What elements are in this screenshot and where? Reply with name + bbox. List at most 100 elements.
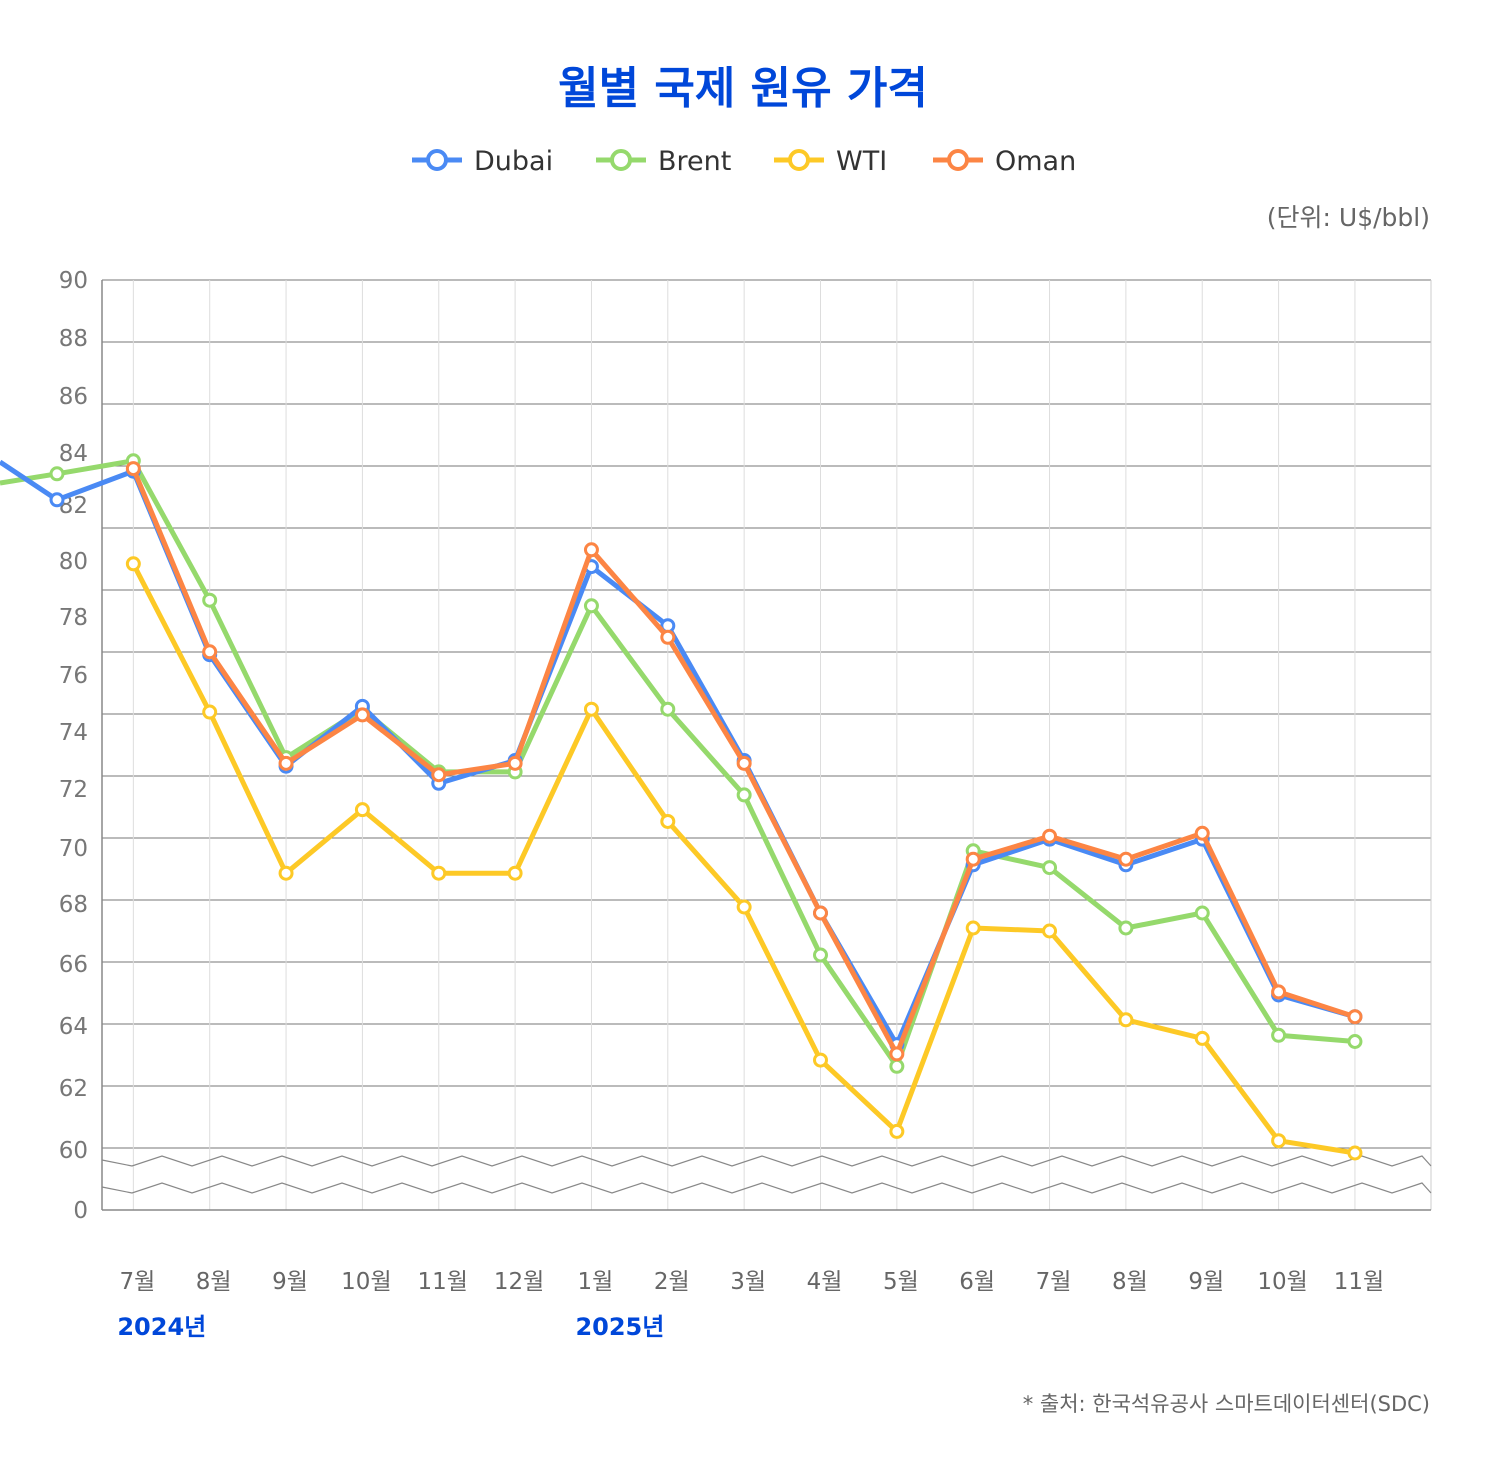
legend-marker [947, 149, 969, 171]
data-point [1194, 905, 1210, 921]
data-point [202, 644, 218, 660]
data-point [125, 556, 141, 572]
data-point [431, 865, 447, 881]
y-tick-label: 70 [59, 836, 88, 862]
legend-item-brent: Brent [596, 146, 731, 177]
data-point [1118, 1012, 1134, 1028]
data-point [1347, 1034, 1363, 1049]
x-tick-label: 1월 [578, 1269, 614, 1295]
x-tick-label: 9월 [1188, 1269, 1224, 1295]
data-point [49, 466, 65, 482]
data-point [813, 905, 828, 921]
data-point [1194, 1030, 1210, 1046]
y-tick-label: 72 [59, 777, 88, 803]
data-point [736, 755, 752, 771]
x-tick-label: 5월 [883, 1269, 919, 1295]
x-tick-label: 11월 [1334, 1269, 1384, 1295]
y-tick-label: 88 [59, 326, 88, 352]
y-tick-label: 62 [59, 1076, 88, 1102]
series-wti [125, 556, 1363, 1161]
y-tick-label: 76 [59, 663, 88, 689]
x-tick-label: 10월 [1257, 1269, 1307, 1295]
data-point [354, 802, 370, 818]
y-tick-label: 68 [59, 892, 88, 918]
axis-break-zigzag [101, 1182, 1432, 1194]
legend-label: WTI [836, 146, 887, 177]
data-point [813, 947, 828, 963]
y-tick-label: 84 [59, 441, 88, 467]
data-point [583, 542, 599, 558]
data-point [1347, 1009, 1363, 1025]
y-tick-label: 60 [59, 1138, 88, 1164]
data-point [813, 1052, 828, 1068]
data-point [736, 899, 752, 915]
series-lines [0, 453, 1363, 1161]
x-tick-label: 8월 [196, 1269, 232, 1295]
legend-label: Oman [995, 146, 1076, 177]
legend-item-oman: Oman [933, 146, 1076, 177]
series-oman [125, 461, 1363, 1062]
data-point [202, 704, 218, 720]
x-tick-label: 2월 [654, 1269, 690, 1295]
y-tick-label: 64 [59, 1014, 88, 1040]
legend-marker [788, 149, 810, 171]
data-point [125, 461, 141, 477]
data-point [431, 767, 447, 783]
source-note: * 출처: 한국석유공사 스마트데이터센터(SDC) [1023, 1392, 1430, 1416]
y-tick-label: 0 [73, 1198, 88, 1224]
year-label: 2024년 [117, 1313, 206, 1341]
y-tick-label: 90 [59, 268, 88, 294]
x-tick-label: 6월 [959, 1269, 995, 1295]
data-point [1347, 1145, 1363, 1161]
series-line [0, 459, 1356, 1048]
data-point [507, 865, 523, 881]
legend-label: Brent [658, 146, 731, 177]
data-point [1042, 860, 1058, 876]
data-point [1271, 1133, 1287, 1149]
legend-marker [610, 149, 632, 171]
y-tick-label: 66 [59, 952, 88, 978]
unit-label: (단위: U$/bbl) [1267, 203, 1430, 232]
data-point [1118, 851, 1134, 867]
data-point [660, 701, 676, 717]
legend-item-dubai: Dubai [412, 146, 553, 177]
data-point [278, 865, 294, 881]
data-point [736, 787, 752, 803]
data-point [1042, 923, 1058, 939]
x-tick-label: 9월 [272, 1269, 308, 1295]
year-label: 2025년 [575, 1313, 664, 1341]
data-point [49, 492, 65, 508]
legend-label: Dubai [474, 146, 553, 177]
x-axis-ticks: 7월 8월 9월 10월 11월 12월 1월 2월 3월 4월 5월 6월 7월 8월 9월 10월 11월 2… [117, 1269, 1384, 1341]
axis-break-zigzag [101, 1155, 1432, 1167]
y-tick-label: 74 [59, 720, 88, 746]
x-tick-label: 10월 [341, 1269, 391, 1295]
y-tick-label: 78 [59, 605, 88, 631]
data-point [1194, 825, 1210, 841]
y-tick-label: 80 [59, 549, 88, 575]
x-tick-label: 8월 [1112, 1269, 1148, 1295]
x-tick-label: 4월 [807, 1269, 843, 1295]
data-point [202, 592, 218, 608]
y-tick-label: 86 [59, 384, 88, 410]
data-point [583, 598, 599, 614]
x-tick-label: 3월 [730, 1269, 766, 1295]
data-point [583, 701, 599, 717]
data-point [507, 755, 523, 771]
data-point [889, 1058, 905, 1074]
legend: Dubai Brent WTI Oman [412, 146, 1076, 177]
data-point [965, 851, 981, 867]
legend-item-wti: WTI [774, 146, 887, 177]
chart-title: 월별 국제 원유 가격 [558, 63, 928, 114]
x-tick-label: 7월 [1036, 1269, 1072, 1295]
x-tick-label: 12월 [494, 1269, 544, 1295]
data-point [1118, 920, 1134, 936]
x-tick-label: 11월 [418, 1269, 468, 1295]
series-brent [0, 453, 1363, 1074]
x-tick-label: 7월 [119, 1269, 155, 1295]
legend-marker [426, 149, 448, 171]
data-point [889, 1046, 905, 1062]
data-point [1271, 1027, 1287, 1043]
